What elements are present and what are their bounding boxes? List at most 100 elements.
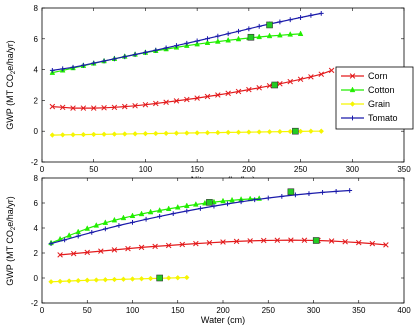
y-tick-label: -2 — [31, 158, 39, 167]
data-point-tomato — [163, 45, 169, 51]
data-point-cotton — [111, 216, 118, 223]
series-line-grain — [50, 276, 187, 283]
data-point-tomato — [143, 49, 148, 55]
data-point-corn — [246, 86, 252, 93]
data-point-cotton — [84, 225, 91, 231]
x-tick-label: 250 — [294, 165, 308, 174]
data-point-grain — [256, 129, 262, 135]
data-point-cotton — [277, 31, 283, 38]
data-point-grain — [297, 128, 304, 135]
x-tick-label: 100 — [126, 306, 140, 315]
data-point-cotton — [93, 222, 100, 228]
x-tick-label: 300 — [307, 306, 321, 315]
data-point-tomato — [252, 197, 258, 203]
data-point-grain — [66, 278, 72, 284]
x-tick-label: 150 — [171, 306, 185, 315]
x-tick-label: 350 — [352, 306, 366, 315]
x-tick-label: 350 — [397, 165, 411, 174]
data-point-tomato — [225, 201, 230, 207]
data-point-corn — [101, 105, 107, 111]
data-point-corn — [206, 239, 213, 246]
data-point-corn — [328, 238, 335, 244]
data-point-tomato — [236, 28, 241, 34]
data-point-tomato — [102, 226, 108, 232]
data-point-grain — [246, 129, 252, 135]
y-tick-label: 6 — [34, 35, 39, 44]
data-point-corn — [111, 104, 118, 111]
data-point-grain — [308, 128, 314, 134]
data-point-tomato — [80, 62, 86, 68]
optimum-marker-corn — [312, 237, 320, 244]
data-point-grain — [90, 131, 97, 138]
data-point-grain — [111, 131, 118, 137]
data-point-corn — [57, 252, 63, 258]
data-point-corn — [59, 104, 66, 111]
data-point-grain — [70, 131, 76, 138]
y-tick-label: 0 — [34, 274, 39, 283]
data-point-cotton — [138, 210, 145, 217]
legend-box — [335, 66, 414, 130]
data-point-cotton — [156, 207, 163, 213]
data-point-corn — [256, 85, 262, 91]
x-tick-label: 50 — [83, 306, 92, 315]
data-point-grain — [101, 131, 107, 138]
data-point-grain — [174, 274, 181, 281]
series-cotton — [48, 195, 263, 246]
data-point-corn — [328, 67, 335, 74]
data-point-tomato — [205, 36, 210, 42]
optimum-marker-cotton — [247, 33, 255, 41]
data-point-tomato — [256, 23, 262, 29]
data-point-grain — [147, 275, 154, 282]
optimum-marker-tomato — [266, 21, 273, 29]
data-point-grain — [318, 128, 325, 134]
data-point-corn — [355, 239, 362, 246]
y-tick-label: -2 — [31, 299, 39, 308]
legend-marker-grain — [349, 101, 356, 107]
data-point-grain — [287, 128, 293, 135]
data-point-cotton — [297, 30, 304, 37]
data-point-grain — [121, 131, 128, 137]
legend-label-grain: Grain — [368, 99, 390, 109]
data-point-tomato — [194, 38, 200, 44]
data-point-grain — [57, 278, 63, 285]
data-point-tomato — [238, 199, 244, 205]
legend-item-corn: Corn — [341, 71, 388, 81]
data-point-corn — [111, 247, 118, 253]
y-axis-label-main: GWP (MT CO — [5, 74, 15, 130]
series-tomato — [49, 10, 324, 73]
data-point-cotton — [174, 203, 181, 210]
y-axis-label: GWP (MT CO2e/ha/yr) — [5, 40, 17, 130]
optimum-marker-corn — [271, 81, 279, 89]
plot-area-frame — [41, 177, 405, 304]
data-point-corn — [193, 240, 199, 247]
data-point-corn — [179, 241, 186, 248]
legend-marker-corn — [349, 73, 356, 79]
legend-label-cotton: Cotton — [368, 85, 395, 95]
data-point-corn — [277, 81, 283, 87]
data-point-grain — [129, 276, 136, 282]
y-axis-label-main: GWP (MT CO — [5, 230, 15, 286]
data-point-tomato — [116, 223, 122, 228]
data-point-corn — [138, 244, 145, 251]
data-point-tomato — [122, 54, 128, 60]
data-point-grain — [163, 130, 169, 137]
optimum-marker-grain — [156, 274, 163, 282]
y-axis-label-tail: e/ha/yr) — [5, 196, 15, 227]
data-point-corn — [287, 78, 293, 85]
legend-item-tomato: Tomato — [341, 113, 398, 123]
data-point-tomato — [347, 188, 353, 193]
x-tick-label: 200 — [242, 165, 256, 174]
data-point-tomato — [279, 193, 285, 199]
y-tick-label: 2 — [34, 249, 39, 258]
data-point-grain — [75, 277, 81, 284]
x-tick-label: 250 — [262, 306, 276, 315]
data-point-cotton — [256, 33, 263, 40]
data-point-cotton — [220, 197, 226, 204]
data-point-tomato — [130, 219, 135, 225]
data-point-cotton — [229, 196, 235, 203]
data-point-corn — [142, 101, 149, 108]
data-point-grain — [173, 130, 180, 136]
data-point-corn — [233, 238, 240, 245]
data-point-cotton — [147, 208, 154, 215]
data-point-grain — [48, 278, 54, 285]
